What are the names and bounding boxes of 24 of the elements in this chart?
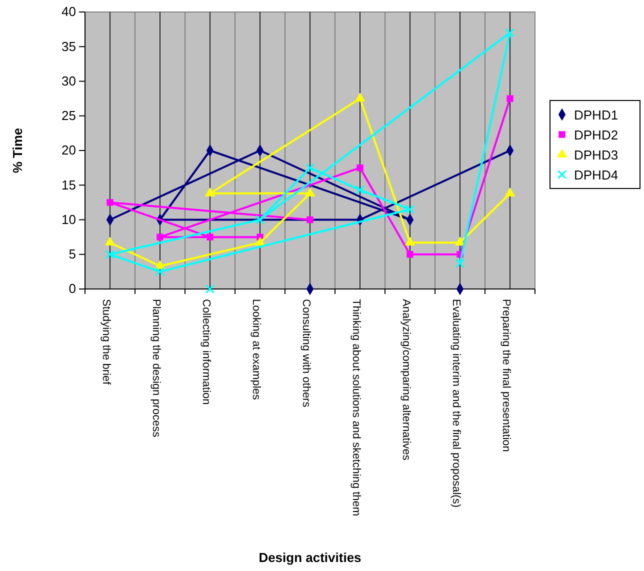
y-tick-label: 0 <box>68 281 76 296</box>
y-tick-label: 15 <box>62 177 76 192</box>
y-tick-label: 30 <box>62 73 76 88</box>
x-tick-label: Studying the brief <box>100 299 112 386</box>
y-tick-label: 20 <box>62 142 76 158</box>
legend-label: DPHD4 <box>574 168 618 182</box>
x-tick-label: Preparing the final presentation <box>500 299 512 452</box>
legend-label: DPHD3 <box>574 148 618 162</box>
x-tick-label: Collecting information <box>200 299 212 405</box>
y-tick-label: 10 <box>62 212 76 227</box>
y-tick-label: 5 <box>68 246 76 262</box>
x-tick-label: Analyzing/comparing alternatives <box>400 299 412 461</box>
x-tick-label: Evaluating interim and the final proposal(s) <box>450 299 462 508</box>
x-tick-label: Planning the design process <box>150 299 162 438</box>
legend-label: DPHD2 <box>574 128 618 142</box>
x-axis-title: Design activities <box>258 550 362 565</box>
x-tick-label: Thinking about solutions and sketching them <box>350 299 362 516</box>
y-axis-title: % Time <box>10 128 25 174</box>
y-tick-label: 40 <box>62 4 76 20</box>
legend-label: DPHD1 <box>574 108 618 122</box>
y-tick-label: 35 <box>62 38 76 54</box>
y-tick-label: 25 <box>62 108 76 124</box>
x-tick-label: Consulting with others <box>300 299 312 408</box>
x-tick-label: Looking at examples <box>250 299 262 400</box>
